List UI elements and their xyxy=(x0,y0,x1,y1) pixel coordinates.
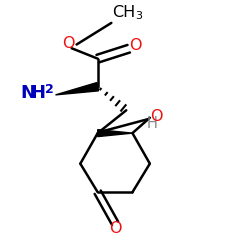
Polygon shape xyxy=(98,130,132,136)
Text: O: O xyxy=(109,221,121,236)
Polygon shape xyxy=(56,82,98,95)
Text: H: H xyxy=(30,84,46,102)
Text: 2: 2 xyxy=(45,83,54,96)
Text: O: O xyxy=(62,36,74,51)
Text: O: O xyxy=(150,109,163,124)
Text: CH: CH xyxy=(112,5,135,20)
Text: O: O xyxy=(129,38,141,52)
Text: H: H xyxy=(147,116,158,132)
Text: N: N xyxy=(20,84,35,102)
Text: 3: 3 xyxy=(135,12,142,22)
